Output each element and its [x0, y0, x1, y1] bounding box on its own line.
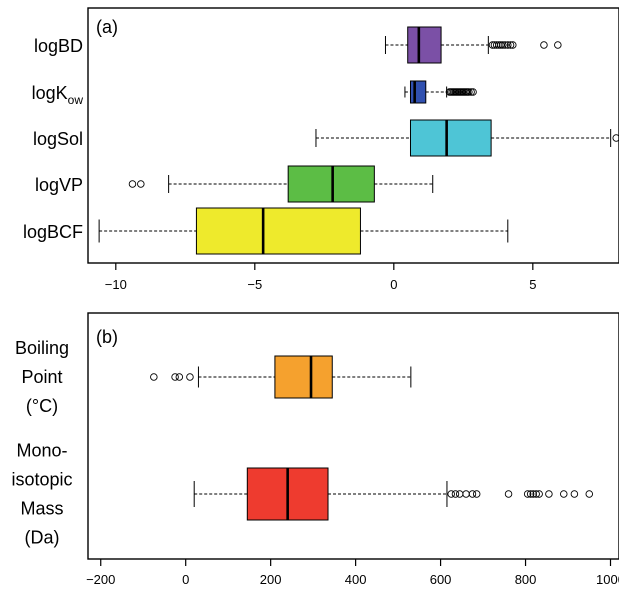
category-label: logBD — [34, 36, 83, 56]
x-tick-label: −200 — [86, 572, 115, 587]
x-tick-label: 800 — [515, 572, 537, 587]
outlier-point — [462, 490, 470, 498]
outlier-point — [499, 41, 507, 49]
outlier-point — [468, 490, 477, 498]
panel-a-categories: logBD logKow logSol logVP logBCF — [23, 36, 83, 242]
outlier-point — [535, 490, 543, 498]
panel-b-boxes — [150, 355, 594, 521]
panel-b-x-axis: −200 0 200 400 600 800 1000 — [86, 559, 619, 587]
outlier-point — [554, 41, 562, 49]
outlier-point — [171, 373, 179, 381]
outlier-point — [492, 41, 501, 49]
x-tick-label: −5 — [247, 277, 262, 292]
outlier-point — [504, 490, 513, 498]
x-tick-label: 1000 — [596, 572, 619, 587]
outlier-point — [472, 490, 481, 498]
category-label: Mono- — [16, 441, 67, 461]
outlier-point — [175, 373, 184, 381]
outlier-point — [137, 180, 145, 188]
x-tick-label: 0 — [182, 572, 189, 587]
category-label: Boiling — [15, 338, 69, 358]
category-label: logBCF — [23, 222, 83, 242]
outlier-point — [150, 373, 158, 381]
x-tick-label: 200 — [260, 572, 282, 587]
outlier-point — [509, 41, 517, 49]
category-label: logVP — [35, 175, 83, 195]
category-label: logKow — [32, 83, 84, 107]
outlier-point — [186, 373, 194, 381]
x-tick-label: 0 — [390, 277, 397, 292]
outlier-point — [465, 88, 473, 96]
category-label: Point — [21, 367, 62, 387]
outlier-point — [560, 490, 568, 498]
category-label: Mass — [20, 499, 63, 519]
category-label: (°C) — [26, 396, 58, 416]
outlier-point — [612, 134, 619, 142]
outlier-point — [455, 490, 464, 498]
box — [274, 355, 333, 399]
panel-a-label: (a) — [96, 17, 118, 37]
outlier-point — [529, 490, 537, 498]
box — [195, 207, 361, 255]
outlier-point — [495, 41, 503, 49]
outlier-point — [585, 490, 594, 498]
panel-a-boxes — [98, 26, 619, 255]
outlier-point — [451, 490, 460, 498]
panel-b-label: (b) — [96, 327, 118, 347]
category-label: isotopic — [11, 470, 72, 490]
box — [407, 26, 442, 64]
outlier-point — [532, 490, 540, 498]
panel-b-categories: Boiling Point (°C) Mono-isotopic Mass (Da) — [11, 338, 72, 548]
category-label: (Da) — [25, 528, 60, 548]
outlier-point — [501, 41, 509, 49]
x-tick-label: 600 — [430, 572, 452, 587]
x-tick-label: 400 — [345, 572, 367, 587]
panel-a: (a) −10 −5 0 5 logBD logKow logSol logVP logBCF — [23, 7, 619, 292]
x-tick-label: −10 — [105, 277, 127, 292]
panel-a-frame — [87, 7, 619, 264]
outlier-point — [526, 490, 535, 498]
outlier-point — [447, 490, 455, 498]
x-tick-label: 5 — [529, 277, 536, 292]
box — [409, 80, 427, 104]
box — [287, 165, 375, 203]
outlier-point — [506, 41, 515, 49]
outlier-point — [570, 490, 579, 498]
outlier-point — [545, 490, 553, 498]
panel-b: (b) −200 0 200 400 600 800 1000 Boiling Point (°… — [11, 312, 619, 587]
outlier-point — [128, 180, 137, 188]
outlier-point — [504, 41, 512, 49]
outlier-point — [523, 490, 532, 498]
category-label: logSol — [33, 129, 83, 149]
outlier-point — [467, 88, 475, 96]
box — [409, 119, 492, 157]
outlier-point — [540, 41, 548, 49]
panel-a-x-axis: −10 −5 0 5 — [105, 263, 536, 292]
panel-b-frame — [87, 312, 619, 560]
outlier-point — [469, 88, 477, 96]
